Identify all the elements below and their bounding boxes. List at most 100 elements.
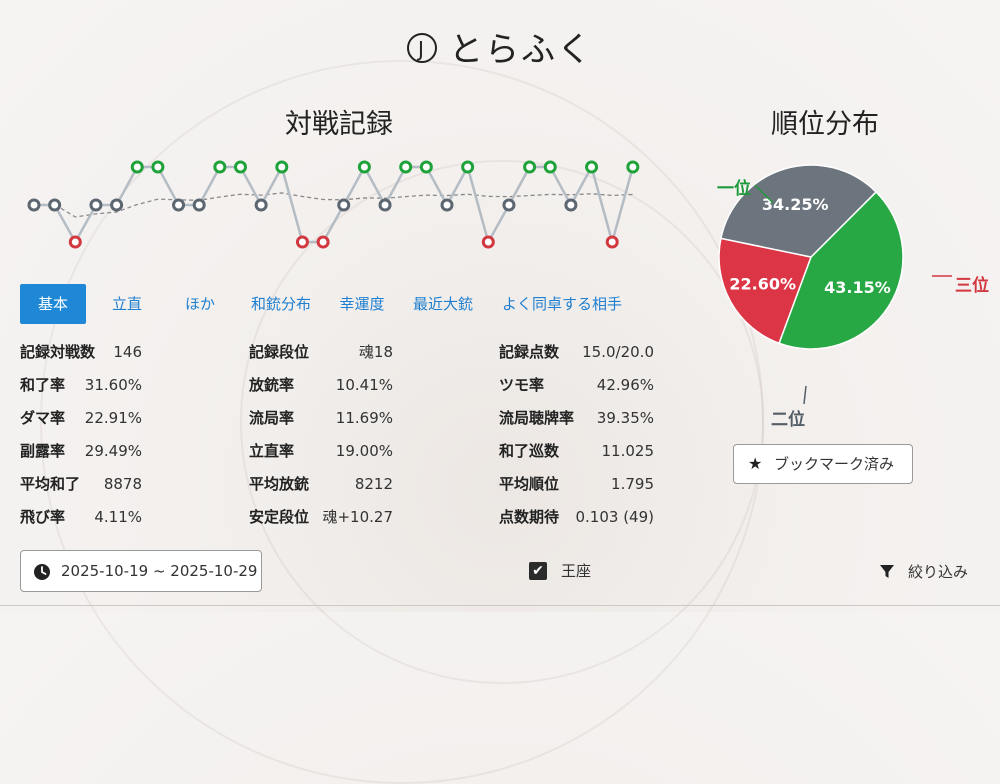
stat-value: 0.103 (49) [575,508,654,526]
tab-luck[interactable]: 幸運度 [339,295,385,313]
stat-value: 10.41% [335,376,393,394]
stat-label: 安定段位 [249,508,310,526]
stat-value: 11.025 [601,442,655,460]
game-point [192,198,206,212]
star-icon: ★ [748,454,763,473]
tab-basic[interactable]: 基本 [20,284,86,324]
divider [0,605,1000,606]
game-point [543,160,557,174]
stat-label: 和了巡数 [499,442,560,460]
game-point [130,160,144,174]
stat-value: 1.795 [611,475,654,493]
stat-row: ダマ率 22.91% [20,402,142,434]
record-title: 対戦記録 [285,109,393,140]
stat-value: 魂18 [358,343,393,361]
game-point [419,160,433,174]
player-title: J とらふく [0,22,1000,71]
game-point [27,198,41,212]
game-point [440,198,454,212]
game-point [564,198,578,212]
stat-label: 流局率 [249,409,295,427]
stat-row: 流局率 11.69% [249,402,393,434]
stat-label: 記録対戦数 [20,343,96,361]
filter-button[interactable]: 絞り込み [878,557,968,587]
pie-slice-label: 43.15% [824,278,891,297]
stat-value: 15.0/20.0 [582,343,654,361]
stat-row: 立直率 19.00% [249,435,393,467]
filter-label: 絞り込み [908,563,969,581]
stat-value: 魂+10.27 [322,508,393,526]
stat-row: 飛び率 4.11% [20,501,142,533]
bookmark-button[interactable]: ★ ブックマーク済み [733,444,913,484]
stat-value: 29.49% [84,442,142,460]
stat-row: 放銃率 10.41% [249,369,393,401]
oza-checkbox[interactable]: ✔ [529,562,547,580]
stat-label: 記録点数 [499,343,560,361]
stat-value: 146 [113,343,142,361]
stat-value: 31.60% [84,376,142,394]
stat-label: 放銃率 [249,376,295,394]
player-name: とらふく [449,30,593,70]
game-point [378,198,392,212]
pie-label-second: 二位 [771,410,805,430]
stat-value: 42.96% [596,376,654,394]
leader-line [754,184,774,204]
game-point [110,198,124,212]
game-point [48,198,62,212]
pie-slice [718,237,813,345]
pie-label-first: 一位 [717,179,751,199]
game-point [626,160,640,174]
stat-value: 22.91% [84,409,142,427]
game-point [502,198,516,212]
game-point [523,160,537,174]
stat-label: 平均放銃 [249,475,310,493]
stat-row: ツモ率 42.96% [499,369,654,401]
game-point [585,160,599,174]
stat-label: 立直率 [249,442,295,460]
pie-slice-label: 34.25% [762,195,829,214]
tab-frequent-opponents[interactable]: よく同卓する相手 [501,295,622,313]
stat-row: 点数期待 0.103 (49) [499,501,654,533]
rank-badge-icon: J [407,32,437,63]
distribution-title: 順位分布 [771,109,879,140]
game-point [461,160,475,174]
stat-label: ダマ率 [20,409,66,427]
tab-riichi[interactable]: 立直 [111,295,142,313]
date-range-button[interactable]: 2025-10-19 ~ 2025-10-29 [20,550,262,592]
stat-row: 安定段位 魂+10.27 [249,501,393,533]
pie-slice [778,190,904,350]
stat-label: 副露率 [20,442,66,460]
stat-label: 和了率 [20,376,66,394]
record-chart [27,160,640,249]
stat-value: 39.35% [596,409,654,427]
stat-row: 流局聴牌率 39.35% [499,402,654,434]
bookmark-label: ブックマーク済み [774,455,895,473]
game-point [316,235,330,249]
pie-label-third: 三位 [955,276,989,296]
stat-row: 平均順位 1.795 [499,468,654,500]
tab-other[interactable]: ほか [184,295,215,313]
tab-win-deal-distribution[interactable]: 和銃分布 [250,295,311,313]
stat-row: 記録対戦数 146 [20,336,142,368]
tab-recent-big-deal[interactable]: 最近大銃 [412,295,473,313]
stat-row: 記録点数 15.0/20.0 [499,336,654,368]
game-point [337,198,351,212]
stat-row: 記録段位 魂18 [249,336,393,368]
pie-leader-lines [754,184,952,405]
game-point [151,160,165,174]
stat-label: 飛び率 [20,508,66,526]
stat-value: 4.11% [94,508,142,526]
stat-value: 19.00% [335,442,393,460]
game-point [254,198,268,212]
game-point [172,198,186,212]
stat-label: 点数期待 [499,508,560,526]
stat-label: 平均和了 [20,475,81,493]
oza-checkbox-label: 王座 [561,562,592,580]
filter-icon [880,565,894,578]
game-point [213,160,227,174]
stat-label: 平均順位 [499,475,560,493]
stat-row: 和了巡数 11.025 [499,435,654,467]
game-point [357,160,371,174]
game-point [89,198,103,212]
rank-distribution-pie: 43.15% 22.60% 34.25% [718,164,904,350]
